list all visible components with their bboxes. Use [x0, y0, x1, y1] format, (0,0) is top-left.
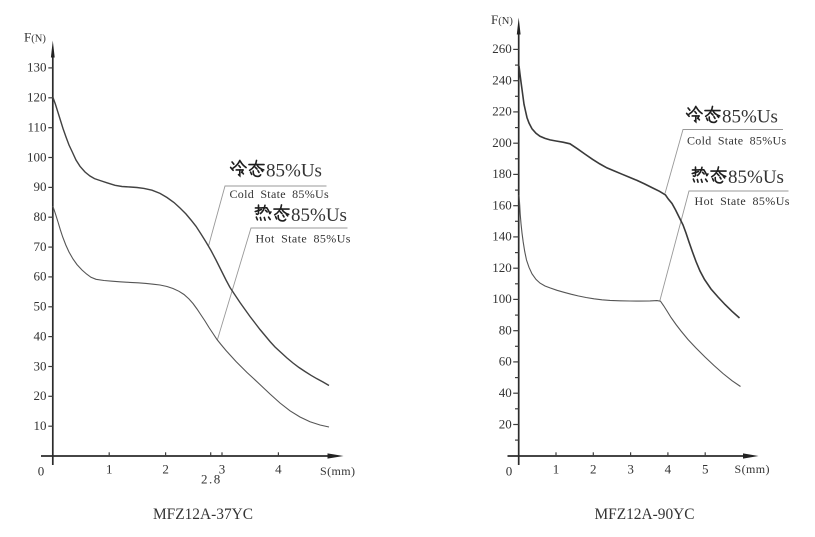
svg-text:60: 60 [499, 354, 512, 369]
svg-text:Hot State 85%Us: Hot State 85%Us [695, 194, 790, 208]
svg-text:40: 40 [499, 385, 512, 400]
svg-text:80: 80 [34, 209, 47, 224]
svg-text:85%Us: 85%Us [722, 107, 778, 128]
svg-text:F(N): F(N) [491, 12, 513, 27]
svg-text:3: 3 [627, 462, 634, 477]
svg-text:40: 40 [34, 328, 47, 343]
svg-text:Hot State 85%Us: Hot State 85%Us [256, 232, 351, 246]
svg-text:90: 90 [34, 179, 47, 194]
svg-text:30: 30 [34, 358, 47, 373]
svg-text:20: 20 [499, 416, 512, 431]
svg-text:100: 100 [492, 291, 512, 306]
svg-text:130: 130 [27, 60, 47, 75]
svg-text:S(mm): S(mm) [320, 464, 355, 478]
svg-text:0: 0 [38, 463, 45, 478]
svg-text:2: 2 [590, 462, 597, 477]
svg-text:260: 260 [492, 41, 512, 56]
svg-text:20: 20 [34, 388, 47, 403]
svg-text:85%Us: 85%Us [291, 205, 347, 226]
svg-text:200: 200 [492, 135, 512, 150]
svg-text:60: 60 [34, 269, 47, 284]
svg-text:240: 240 [492, 73, 512, 88]
svg-text:3: 3 [219, 462, 226, 477]
svg-text:80: 80 [499, 323, 512, 338]
svg-text:F(N): F(N) [24, 30, 46, 45]
svg-text:120: 120 [27, 90, 47, 105]
svg-text:2.8: 2.8 [201, 472, 222, 487]
svg-text:MFZ12A-37YC: MFZ12A-37YC [153, 506, 253, 523]
svg-text:85%Us: 85%Us [266, 161, 322, 182]
svg-text:1: 1 [106, 462, 113, 477]
svg-text:Cold State 85%Us: Cold State 85%Us [230, 187, 329, 201]
svg-text:180: 180 [492, 166, 512, 181]
svg-text:100: 100 [27, 149, 47, 164]
svg-text:0: 0 [506, 463, 513, 478]
svg-text:120: 120 [492, 260, 512, 275]
svg-text:140: 140 [492, 229, 512, 244]
svg-text:4: 4 [665, 462, 672, 477]
svg-text:10: 10 [34, 418, 47, 433]
svg-text:50: 50 [34, 299, 47, 314]
svg-text:5: 5 [702, 462, 709, 477]
svg-text:160: 160 [492, 198, 512, 213]
svg-text:1: 1 [553, 462, 560, 477]
svg-text:110: 110 [27, 120, 46, 135]
svg-text:220: 220 [492, 104, 512, 119]
svg-text:Cold State 85%Us: Cold State 85%Us [687, 133, 786, 147]
svg-text:MFZ12A-90YC: MFZ12A-90YC [594, 506, 694, 523]
svg-text:70: 70 [34, 239, 47, 254]
svg-text:S(mm): S(mm) [735, 462, 770, 476]
svg-text:2: 2 [162, 462, 169, 477]
svg-text:85%Us: 85%Us [728, 167, 784, 188]
svg-text:4: 4 [275, 462, 282, 477]
